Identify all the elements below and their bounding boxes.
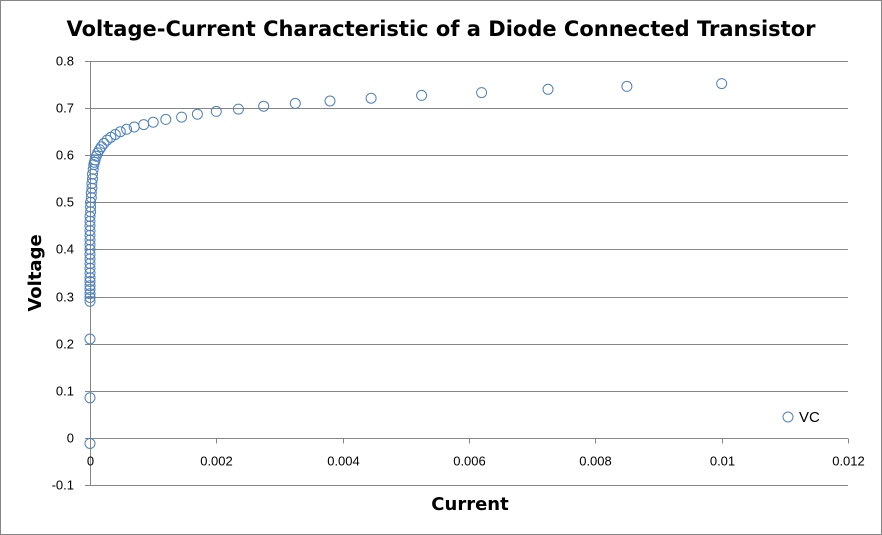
- y-tick-label: 0: [67, 431, 74, 446]
- data-point: [232, 103, 244, 115]
- data-point: [114, 126, 126, 138]
- data-point: [95, 141, 107, 153]
- legend: VC: [782, 409, 820, 426]
- y-tick-label: -0.1: [52, 478, 74, 493]
- data-point: [86, 182, 98, 194]
- data-point: [138, 119, 150, 131]
- data-point: [476, 87, 488, 99]
- data-point: [542, 83, 554, 95]
- data-point: [84, 280, 96, 292]
- data-point: [416, 89, 428, 101]
- y-tick-label: 0.7: [56, 101, 74, 116]
- data-point: [84, 239, 96, 251]
- data-point: [176, 111, 188, 123]
- y-tick-label: 0.8: [56, 54, 74, 69]
- x-axis-title: Current: [431, 494, 509, 515]
- data-point: [84, 234, 96, 246]
- data-point: [84, 215, 96, 227]
- data-point: [191, 108, 203, 120]
- data-point: [84, 438, 96, 449]
- data-point: [85, 192, 97, 204]
- data-point: [621, 80, 633, 92]
- y-tick-label: 0.2: [56, 337, 74, 352]
- data-point: [84, 392, 96, 404]
- data-point: [84, 243, 96, 255]
- x-tick-label: 0.008: [579, 454, 612, 469]
- y-axis-title: Voltage: [25, 234, 46, 311]
- data-point: [324, 95, 336, 107]
- data-point: [85, 201, 97, 213]
- data-point: [101, 134, 113, 146]
- data-point: [84, 333, 96, 345]
- x-tick-label: 0.002: [200, 454, 233, 469]
- gridlines: [90, 61, 848, 486]
- data-point: [87, 173, 98, 185]
- data-points: [84, 78, 728, 449]
- x-tick-label: 0.006: [453, 454, 486, 469]
- x-tick-label: 0.004: [327, 454, 360, 469]
- data-point: [86, 178, 98, 189]
- data-point: [85, 187, 97, 199]
- data-point: [365, 92, 377, 104]
- y-tick-label: 0.5: [56, 195, 74, 210]
- data-point: [716, 78, 728, 90]
- data-point: [84, 225, 96, 237]
- data-point: [84, 262, 96, 274]
- data-point: [147, 116, 159, 128]
- data-point: [258, 100, 270, 112]
- axes: [85, 61, 849, 486]
- data-point: [84, 295, 96, 307]
- data-point: [84, 258, 96, 270]
- data-point: [289, 97, 301, 109]
- y-tick-label: 0.1: [56, 384, 74, 399]
- y-tick-labels: -0.1 0 0.1 0.2 0.3 0.4 0.5 0.6 0.7 0.8: [52, 54, 74, 493]
- data-point: [84, 276, 96, 287]
- y-tick-label: 0.4: [56, 242, 74, 257]
- data-point: [121, 123, 133, 135]
- x-tick-label: 0.012: [832, 454, 865, 469]
- data-point: [160, 113, 172, 125]
- legend-marker: [782, 411, 794, 423]
- data-point: [84, 284, 96, 295]
- data-point: [98, 137, 110, 149]
- data-point: [210, 105, 222, 117]
- data-point: [84, 220, 96, 232]
- y-tick-label: 0.3: [56, 290, 74, 305]
- x-tick-labels: 0 0.002 0.004 0.006 0.008 0.01 0.012: [87, 454, 865, 469]
- chart-title: Voltage-Current Characteristic of a Diod…: [67, 17, 817, 41]
- data-point: [84, 272, 96, 284]
- data-point: [84, 288, 96, 300]
- data-point: [84, 267, 96, 279]
- y-tick-label: 0.6: [56, 148, 74, 163]
- data-point: [84, 229, 96, 241]
- data-point: [84, 292, 96, 303]
- data-point: [85, 196, 97, 208]
- x-tick-label: 0: [87, 454, 94, 469]
- legend-label: VC: [799, 409, 820, 426]
- x-tick-label: 0.01: [710, 454, 735, 469]
